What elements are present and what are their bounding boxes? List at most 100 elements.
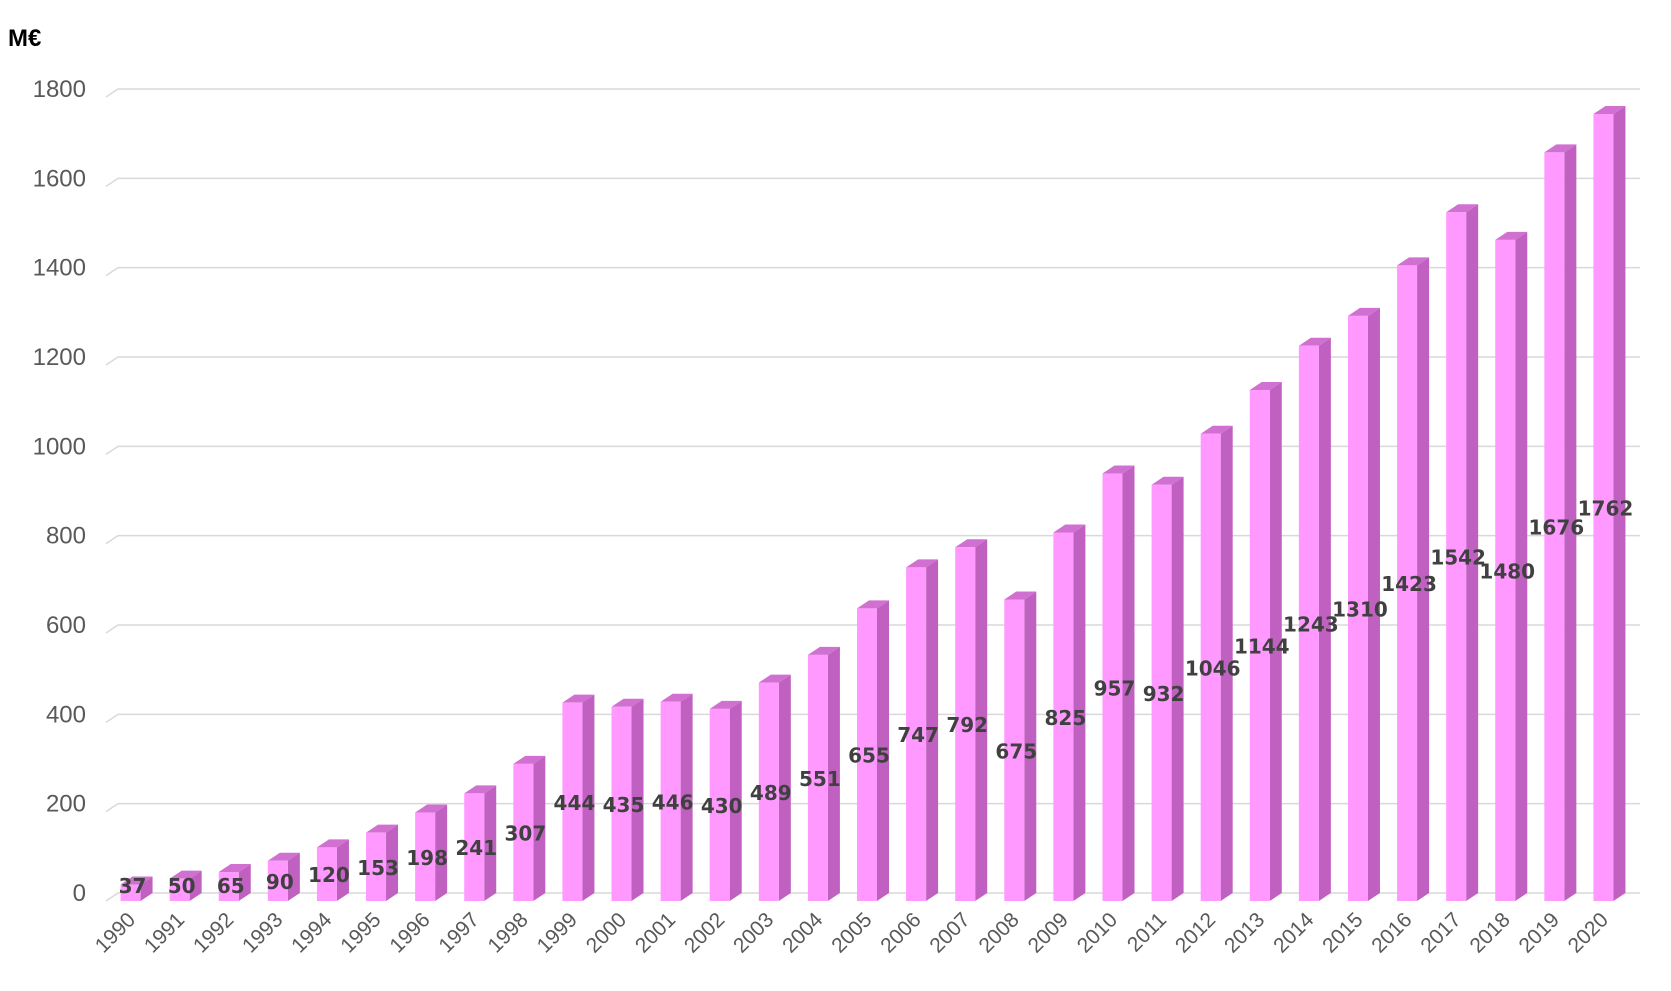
data-label: 1243 [1283,612,1339,636]
x-tick-label: 2015 [1318,908,1367,957]
bar [611,698,644,901]
data-label: 1762 [1578,496,1634,520]
bar [1053,524,1086,901]
bar-top [1102,465,1135,474]
gridline [105,88,1640,98]
bar-side [189,870,202,901]
x-tick-label: 1991 [140,908,189,957]
bar-top [1151,476,1184,485]
bar-side [533,755,546,901]
x-tick-label: 2006 [876,908,925,957]
bar-front [1495,239,1516,901]
bar-side [1220,425,1233,901]
bar-side [484,785,497,901]
bar-side [238,863,251,901]
bar [955,539,988,901]
bar-top [1544,144,1577,153]
bar-side [1269,382,1282,902]
data-label: 65 [217,874,245,898]
data-label: 37 [119,874,147,898]
bar [1495,231,1528,901]
bar-side [1367,307,1380,901]
bar-side [680,693,693,901]
x-tick-label: 2018 [1465,908,1514,957]
x-tick-label: 1996 [385,908,434,957]
x-tick-label: 2013 [1220,908,1269,957]
x-tick-label: 2007 [925,908,974,957]
bar [709,700,742,901]
bar-side [729,700,742,901]
x-tick-label: 2005 [827,908,876,957]
bar [169,870,202,901]
bar-side [778,674,791,901]
bar-top [1200,425,1233,434]
bar-front [1544,152,1565,902]
bar-side [287,852,300,901]
bar-front [807,654,828,901]
bar-top [562,694,595,703]
bar-top [955,539,988,548]
bar-side [1318,337,1331,901]
data-label: 1046 [1185,656,1241,680]
bar-top [906,559,939,568]
bar-front [955,547,976,901]
bar-top [1397,257,1430,266]
bar-side [1073,524,1086,901]
bar-top [1249,382,1282,391]
y-tick-label: 1200 [33,344,86,371]
bar [1249,382,1282,902]
bar-front [218,871,239,901]
bar-front [464,793,485,901]
bar [660,693,693,901]
data-label: 932 [1143,682,1185,706]
bar-top [660,693,693,702]
bar [1397,257,1430,902]
data-label: 747 [897,723,939,747]
bar-front [366,832,387,901]
bar-side [877,600,889,901]
bar-top [120,876,153,885]
bar-side [336,839,349,901]
y-tick-label: 600 [46,612,86,639]
x-tick-label: 2000 [582,908,631,957]
data-label: 1480 [1479,559,1535,583]
data-labels: 37 50 65 90 120 153 198 241 307 444 435 446 430 489 55… [119,496,1634,898]
data-label: 50 [168,874,196,898]
x-tick-label: 1990 [91,908,140,957]
x-tick-label: 1993 [238,908,287,957]
bar-front [1249,390,1270,901]
bar-top [1053,524,1086,533]
bar-front [709,708,730,901]
data-label: 675 [995,739,1037,763]
x-tick-label: 1994 [287,908,337,958]
bar-front [562,702,583,901]
bar-top [758,674,791,683]
data-label: 153 [357,856,399,880]
bar-front [906,567,927,901]
x-tick-label: 1997 [434,908,483,957]
bar-front [513,763,534,901]
bar-top [513,755,546,764]
bars [120,105,1626,902]
bar-top [415,804,448,813]
data-label: 792 [946,713,988,737]
data-label: 825 [1045,706,1087,730]
bar-front [1593,113,1614,902]
bar [218,863,251,901]
data-label: 1542 [1430,546,1486,570]
bar-side [1515,231,1528,901]
data-label: 655 [848,744,890,768]
bar-front [1200,433,1221,901]
bar-front [415,812,436,901]
x-tick-label: 2012 [1171,908,1220,957]
bar [267,852,300,901]
bar [906,559,939,901]
y-tick-label: 1800 [33,76,86,103]
bar [758,674,791,901]
bar [1200,425,1233,901]
data-label: 120 [308,863,350,887]
gridline [105,445,1640,455]
bar-top [316,839,349,848]
